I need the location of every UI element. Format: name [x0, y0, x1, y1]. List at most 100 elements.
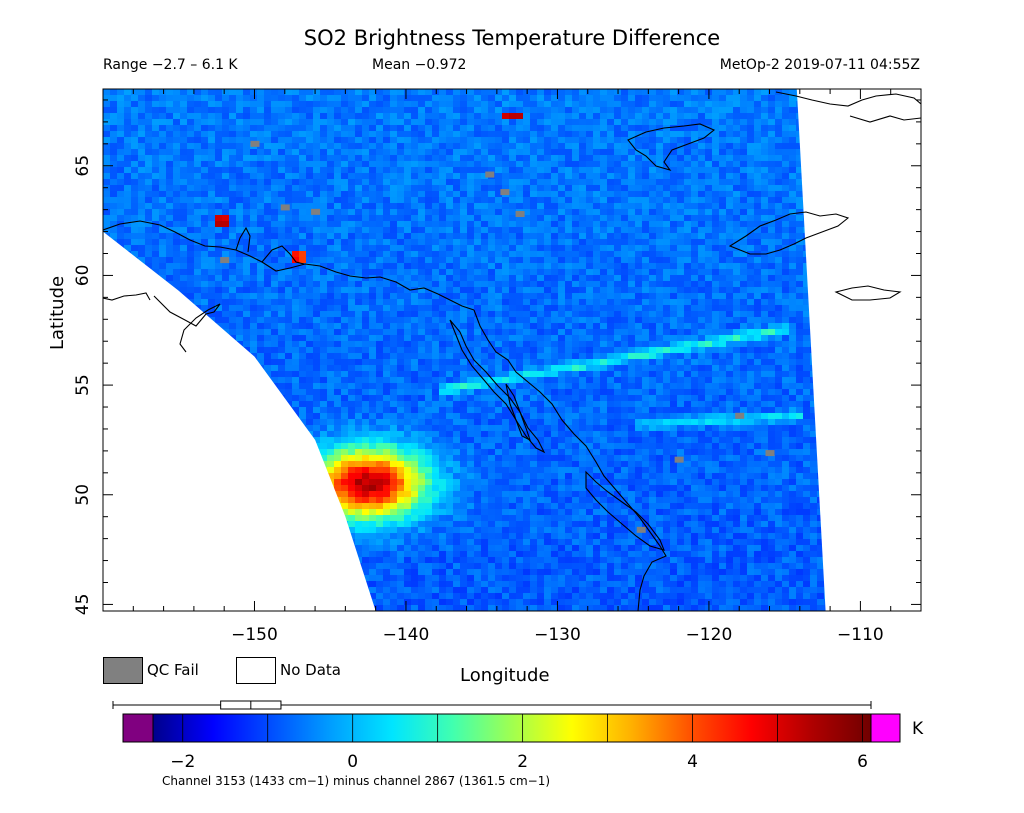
- data-cell: [614, 95, 622, 102]
- data-cell: [285, 101, 293, 108]
- data-cell: [670, 221, 678, 228]
- data-cell: [481, 329, 489, 336]
- data-cell: [138, 227, 146, 234]
- data-cell: [600, 179, 608, 186]
- data-cell: [705, 227, 713, 234]
- data-cell: [551, 191, 559, 198]
- data-cell: [628, 191, 636, 198]
- data-cell: [579, 131, 587, 138]
- data-cell: [383, 203, 391, 210]
- data-cell: [159, 185, 167, 192]
- data-cell: [586, 137, 594, 144]
- data-cell: [404, 197, 412, 204]
- data-cell: [439, 287, 447, 294]
- data-cell: [425, 95, 433, 102]
- data-cell: [586, 191, 594, 198]
- data-cell: [201, 263, 209, 270]
- data-cell: [537, 305, 545, 312]
- data-cell: [509, 281, 517, 288]
- data-cell: [516, 173, 524, 180]
- data-cell: [628, 95, 636, 102]
- data-cell: [152, 161, 160, 168]
- data-cell: [383, 179, 391, 186]
- data-cell: [180, 215, 188, 222]
- data-cell: [362, 101, 370, 108]
- data-cell: [348, 317, 356, 324]
- data-cell: [432, 161, 440, 168]
- data-cell: [467, 143, 475, 150]
- data-cell: [432, 305, 440, 312]
- data-cell: [726, 281, 734, 288]
- data-cell: [635, 89, 643, 96]
- data-cell: [565, 113, 573, 120]
- data-cell: [656, 251, 664, 258]
- data-cell: [789, 197, 797, 204]
- data-cell: [285, 239, 293, 246]
- data-cell: [775, 143, 783, 150]
- data-cell: [453, 167, 461, 174]
- data-cell: [390, 281, 398, 288]
- data-cell: [425, 203, 433, 210]
- data-cell: [299, 275, 307, 282]
- data-cell: [264, 215, 272, 222]
- data-cell: [614, 107, 622, 114]
- data-cell: [719, 131, 727, 138]
- data-cell: [313, 161, 321, 168]
- data-cell: [110, 215, 118, 222]
- data-cell: [663, 149, 671, 156]
- data-cell: [159, 161, 167, 168]
- data-cell: [516, 239, 524, 246]
- data-cell: [649, 203, 657, 210]
- data-cell: [103, 209, 111, 216]
- data-cell: [103, 125, 111, 132]
- data-cell: [257, 227, 265, 234]
- data-cell: [558, 293, 566, 300]
- data-cell: [369, 329, 377, 336]
- data-cell: [796, 251, 804, 258]
- data-cell: [453, 197, 461, 204]
- data-cell: [131, 131, 139, 138]
- data-cell: [432, 263, 440, 270]
- data-cell: [712, 119, 720, 126]
- data-cell: [663, 317, 671, 324]
- data-cell: [481, 173, 489, 180]
- data-cell: [761, 275, 769, 282]
- data-cell: [495, 185, 503, 192]
- data-cell: [215, 317, 223, 324]
- data-cell: [747, 281, 755, 288]
- data-cell: [481, 161, 489, 168]
- data-cell: [306, 161, 314, 168]
- data-cell: [565, 215, 573, 222]
- data-cell: [460, 167, 468, 174]
- data-cell: [348, 209, 356, 216]
- data-cell: [222, 161, 230, 168]
- data-cell: [614, 215, 622, 222]
- data-cell: [530, 89, 538, 96]
- data-cell: [712, 185, 720, 192]
- data-cell: [124, 95, 132, 102]
- data-cell: [383, 269, 391, 276]
- data-cell: [439, 305, 447, 312]
- data-cell: [663, 257, 671, 264]
- data-cell: [446, 329, 454, 336]
- data-cell: [215, 161, 223, 168]
- data-cell: [621, 179, 629, 186]
- data-cell: [565, 329, 573, 336]
- data-cell: [495, 107, 503, 114]
- data-cell: [579, 119, 587, 126]
- data-cell: [544, 125, 552, 132]
- data-cell: [649, 317, 657, 324]
- data-cell: [369, 335, 377, 342]
- data-cell: [348, 239, 356, 246]
- data-cell: [327, 257, 335, 264]
- data-cell: [782, 305, 790, 312]
- data-cell: [565, 143, 573, 150]
- data-cell: [551, 95, 559, 102]
- data-cell: [768, 101, 776, 108]
- data-cell: [691, 143, 699, 150]
- data-cell: [607, 167, 615, 174]
- data-cell: [250, 227, 258, 234]
- data-cell: [712, 197, 720, 204]
- data-cell: [516, 233, 524, 240]
- data-cell: [537, 119, 545, 126]
